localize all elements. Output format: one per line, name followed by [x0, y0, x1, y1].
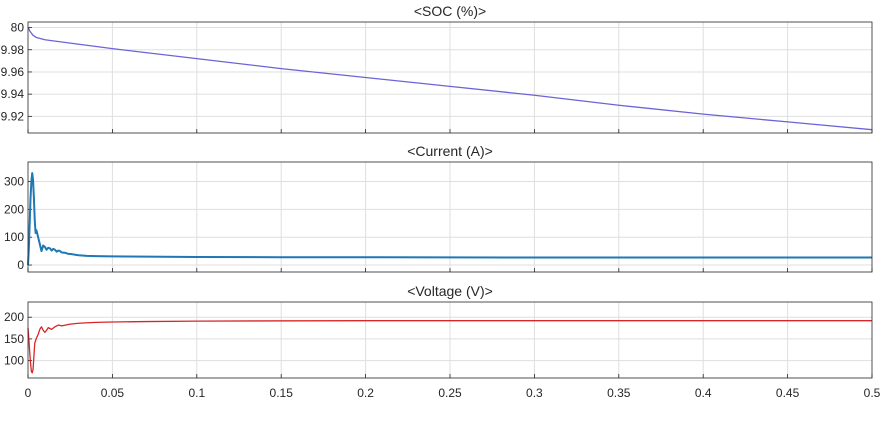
x-tick-label: 0.4: [695, 386, 712, 400]
x-tick-label: 0.45: [776, 386, 800, 400]
x-tick-label: 0.1: [188, 386, 205, 400]
x-tick-label: 0.5: [864, 386, 881, 400]
chart-title: <SOC (%)>: [414, 3, 486, 19]
y-tick-label: 100: [4, 230, 24, 244]
y-tick-label: 300: [4, 174, 24, 188]
y-tick-label: 79.96: [0, 65, 24, 79]
axes-box: [27, 21, 873, 134]
x-tick-label: 0: [25, 386, 32, 400]
subplot-1: 79.92 79.94 79.96 79.98 80 <SOC (%)>: [0, 3, 873, 134]
y-tick-label: 200: [4, 202, 24, 216]
x-tick-label: 0.3: [526, 386, 543, 400]
y-tick-label: 80: [11, 21, 25, 35]
x-tick-label: 0.15: [270, 386, 294, 400]
x-tick-label: 0.2: [357, 386, 374, 400]
series-line-1: [27, 27, 873, 131]
axes-box: [27, 161, 873, 273]
y-tick-label: 150: [4, 332, 24, 346]
x-tick-label: 0.25: [438, 386, 462, 400]
axes-box: [27, 301, 873, 379]
y-tick-label: 0: [17, 258, 24, 272]
x-tick-label: 0.35: [607, 386, 631, 400]
y-tick-label: 79.94: [0, 87, 24, 101]
subplot-3: 100 150 200 <Voltage (V)> 0 0.05 0.1 0.15 0.2 0.2…: [4, 283, 881, 400]
series-line-1: [27, 172, 872, 266]
y-tick-label: 79.98: [0, 43, 24, 57]
chart-title: <Current (A)>: [407, 143, 493, 159]
y-tick-label: 100: [4, 354, 24, 368]
chart-title: <Voltage (V)>: [407, 283, 493, 299]
y-tick-label: 200: [4, 310, 24, 324]
subplot-2: 0 100 200 300 <Current (A)>: [4, 143, 873, 273]
series-line-1: [27, 320, 872, 374]
x-tick-label: 0.05: [101, 386, 125, 400]
y-tick-label: 79.92: [0, 109, 24, 123]
